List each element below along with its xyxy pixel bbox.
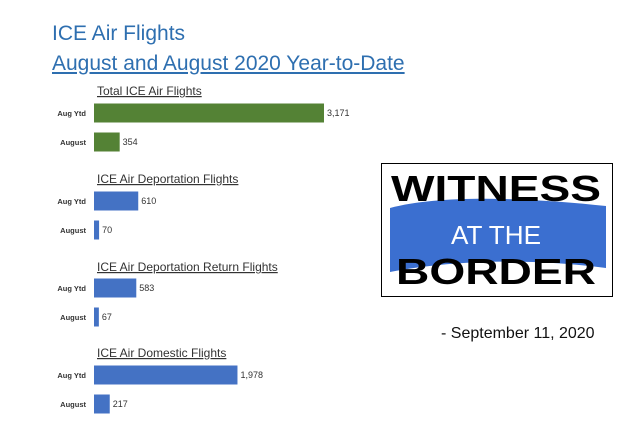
data-label: 354 <box>123 137 138 147</box>
category-label: Aug Ytd <box>57 284 86 293</box>
page-title: ICE Air Flights <box>52 22 186 45</box>
logo-text-at-the: AT THE <box>451 220 541 250</box>
data-label: 3,171 <box>327 108 350 118</box>
data-label: 1,978 <box>240 370 263 380</box>
bar <box>94 191 139 211</box>
category-label: Aug Ytd <box>57 109 86 118</box>
bar <box>94 132 120 152</box>
data-label: 583 <box>139 283 154 293</box>
data-label: 67 <box>102 312 112 322</box>
category-label: August <box>60 400 86 409</box>
logo-text-witness: WITNESS <box>391 168 601 209</box>
witness-at-the-border-logo: WITNESS AT THE BORDER <box>381 163 613 297</box>
logo-text-border: BORDER <box>396 251 596 292</box>
category-label: Aug Ytd <box>57 197 86 206</box>
bar <box>94 307 99 327</box>
page-subtitle: August and August 2020 Year-to-Date <box>52 52 405 75</box>
category-label: August <box>60 138 86 147</box>
bar <box>94 103 324 123</box>
bar <box>94 278 137 298</box>
date-text: - September 11, 2020 <box>441 325 595 342</box>
category-label: Aug Ytd <box>57 371 86 380</box>
category-label: August <box>60 226 86 235</box>
chart-title: ICE Air Deportation Return Flights <box>97 260 278 274</box>
category-label: August <box>60 313 86 322</box>
data-label: 70 <box>102 225 112 235</box>
chart-title: ICE Air Deportation Flights <box>97 172 238 186</box>
chart-title: Total ICE Air Flights <box>97 84 202 98</box>
data-label: 217 <box>113 399 128 409</box>
bar <box>94 394 110 414</box>
bar <box>94 220 100 240</box>
logo-blue-wave <box>390 198 606 272</box>
bar <box>94 365 238 385</box>
data-label: 610 <box>141 196 156 206</box>
chart-title: ICE Air Domestic Flights <box>97 346 226 360</box>
